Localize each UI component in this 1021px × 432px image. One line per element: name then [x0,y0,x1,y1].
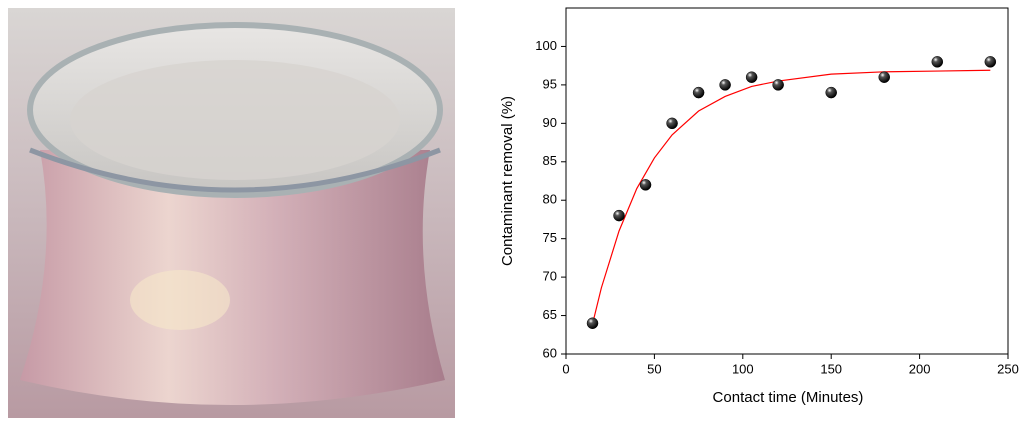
y-axis-label: Contaminant removal (%) [499,96,516,266]
figure: Contact time (Minutes) Contaminant remov… [0,0,1021,427]
y-tick-label: 60 [543,345,557,360]
data-point [693,87,704,98]
data-point [826,87,837,98]
data-point [773,79,784,90]
y-tick-label: 90 [543,115,557,130]
data-point [985,56,996,67]
y-tick-label: 95 [543,76,557,91]
y-tick-label: 70 [543,269,557,284]
data-point [879,72,890,83]
data-point [720,79,731,90]
x-tick-label: 50 [647,361,661,376]
data-point [587,318,598,329]
y-tick-label: 85 [543,153,557,168]
data-point [640,179,651,190]
x-axis-label: Contact time (Minutes) [713,389,864,406]
y-tick-label: 65 [543,307,557,322]
y-tick-label: 80 [543,192,557,207]
fit-line [593,70,991,324]
data-point [932,56,943,67]
data-point [667,118,678,129]
x-tick-label: 150 [820,361,842,376]
data-point [746,72,757,83]
x-tick-label: 0 [562,361,569,376]
photo [8,8,455,418]
x-tick-label: 250 [997,361,1019,376]
y-tick-label: 100 [535,38,557,53]
x-tick-label: 200 [909,361,931,376]
y-tick-label: 75 [543,230,557,245]
x-tick-label: 100 [732,361,754,376]
data-point [614,210,625,221]
